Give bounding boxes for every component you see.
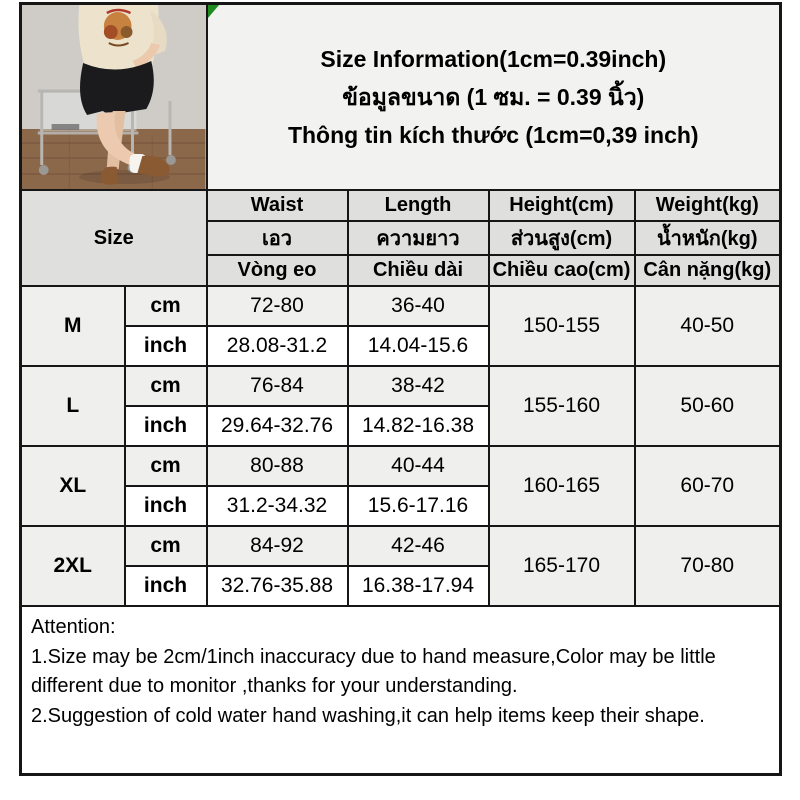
size-xl-length-cm: 40-44	[346, 445, 490, 487]
size-m-label: M	[19, 285, 126, 367]
size-m-waist-cm: 72-80	[205, 285, 349, 327]
unit-cm-label: cm	[123, 285, 208, 327]
row-xl-cm: XL cm 80-88 40-44 160-165 60-70	[19, 445, 782, 527]
cart-wheel	[38, 165, 49, 175]
size-l-label: L	[19, 365, 126, 447]
cart-wheel	[166, 155, 176, 165]
size-xl-waist-cm: 80-88	[205, 445, 349, 487]
header-row-english: Size Waist Length Height(cm) Weight(kg)	[19, 189, 782, 287]
unit-inch-label: inch	[123, 405, 208, 447]
size-l-height: 155-160	[487, 365, 636, 447]
size-m-height: 150-155	[487, 285, 636, 367]
length-header-vi: Chiều dài	[346, 254, 490, 287]
size-xl-height: 160-165	[487, 445, 636, 527]
size-m-waist-inch: 28.08-31.2	[205, 325, 349, 367]
black-shorts	[80, 61, 154, 115]
size-2xl-height: 165-170	[487, 525, 636, 607]
unit-cm-label: cm	[123, 365, 208, 407]
size-header: Size	[19, 189, 208, 287]
size-m-weight: 40-50	[633, 285, 782, 367]
size-xl-weight: 60-70	[633, 445, 782, 527]
length-header-th: ความยาว	[346, 220, 490, 256]
shelf-item	[51, 124, 80, 130]
header-row-thai: เอว ความยาว ส่วนสูง(cm) น้ำหนัก(kg)	[21, 220, 782, 256]
attention-line: 1.Size may be 2cm/1inch inaccuracy due t…	[31, 645, 716, 668]
unit-inch-label: inch	[123, 565, 208, 607]
loafer-shoe	[100, 166, 119, 185]
weight-header-th: น้ำหนัก(kg)	[633, 220, 782, 256]
weight-header-en: Weight(kg)	[633, 189, 782, 222]
loafer-shoe	[137, 155, 170, 177]
size-l-waist-cm: 76-84	[205, 365, 349, 407]
header-row-vietnamese: Vòng eo Chiều dài Chiều cao(cm) Cân nặng…	[21, 254, 782, 287]
row-l-cm: L cm 76-84 38-42 155-160 50-60	[19, 365, 782, 447]
title-vietnamese: Thông tin kích thước (1cm=0,39 inch)	[287, 122, 699, 148]
attention-row: Attention: 1.Size may be 2cm/1inch inacc…	[19, 605, 782, 775]
title-thai: ข้อมูลขนาด (1 ซม. = 0.39 นิ้ว)	[342, 84, 645, 110]
attention-heading: Attention:	[31, 616, 116, 638]
top-row: Size Information(1cm=0.39inch) ข้อมูลขนา…	[19, 2, 782, 191]
row-2xl-inch: inch 32.76-35.88 16.38-17.94	[21, 565, 781, 607]
attention-line: different due to monitor ,thanks for you…	[31, 675, 518, 697]
size-2xl-length-cm: 42-46	[346, 525, 490, 567]
model-leg-front	[96, 112, 138, 166]
attention-line: 2.Suggestion of cold water hand washing,…	[31, 704, 705, 727]
row-2xl-cm: 2XL cm 84-92 42-46 165-170 70-80	[19, 525, 782, 607]
waist-header-th: เอว	[205, 220, 349, 256]
tee-print-text	[108, 42, 129, 47]
attention-note: Attention: 1.Size may be 2cm/1inch inacc…	[19, 605, 782, 775]
height-header-th: ส่วนสูง(cm)	[487, 220, 636, 256]
size-l-length-inch: 14.82-16.38	[346, 405, 490, 447]
size-information-title: Size Information(1cm=0.39inch) ข้อมูลขนา…	[205, 2, 782, 191]
row-m-inch: inch 28.08-31.2 14.04-15.6	[21, 325, 781, 367]
waist-header-en: Waist	[205, 189, 349, 222]
size-l-weight: 50-60	[633, 365, 782, 447]
tee-graphic-print	[120, 26, 133, 38]
size-l-length-cm: 38-42	[346, 365, 490, 407]
weight-header-vi: Cân nặng(kg)	[633, 254, 782, 287]
product-photo-illustration	[22, 5, 205, 189]
size-m-length-cm: 36-40	[346, 285, 490, 327]
tee-print-text	[106, 8, 132, 15]
model-figure	[78, 5, 170, 185]
size-table: Size Information(1cm=0.39inch) ข้อมูลขนา…	[19, 2, 783, 776]
size-2xl-waist-cm: 84-92	[205, 525, 349, 567]
size-2xl-length-inch: 16.38-17.94	[346, 565, 490, 607]
size-2xl-weight: 70-80	[633, 525, 782, 607]
waist-header-vi: Vòng eo	[205, 254, 349, 287]
unit-cm-label: cm	[123, 525, 208, 567]
height-header-vi: Chiều cao(cm)	[487, 254, 636, 287]
size-xl-label: XL	[19, 445, 126, 527]
unit-inch-label: inch	[123, 325, 208, 367]
size-xl-length-inch: 15.6-17.16	[346, 485, 490, 527]
height-header-en: Height(cm)	[487, 189, 636, 222]
product-photo	[19, 2, 208, 191]
row-l-inch: inch 29.64-32.76 14.82-16.38	[21, 405, 781, 447]
size-l-waist-inch: 29.64-32.76	[205, 405, 349, 447]
size-xl-waist-inch: 31.2-34.32	[205, 485, 349, 527]
green-corner-marker	[208, 5, 219, 18]
title-english: Size Information(1cm=0.39inch)	[320, 46, 667, 72]
unit-inch-label: inch	[123, 485, 208, 527]
size-m-length-inch: 14.04-15.6	[346, 325, 490, 367]
tee-graphic-print	[103, 25, 118, 39]
row-xl-inch: inch 31.2-34.32 15.6-17.16	[21, 485, 781, 527]
length-header-en: Length	[346, 189, 490, 222]
unit-cm-label: cm	[123, 445, 208, 487]
model-arm	[132, 43, 161, 68]
size-2xl-label: 2XL	[19, 525, 126, 607]
size-2xl-waist-inch: 32.76-35.88	[205, 565, 349, 607]
row-m-cm: M cm 72-80 36-40 150-155 40-50	[19, 285, 782, 367]
